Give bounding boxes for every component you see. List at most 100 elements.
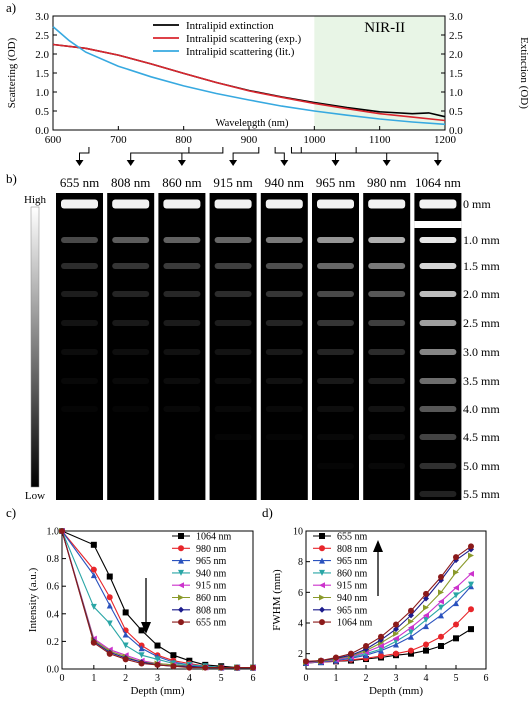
image-spot (368, 406, 406, 412)
image-spot (61, 237, 98, 243)
legend-marker (178, 557, 184, 564)
data-point (90, 603, 97, 610)
data-point (438, 604, 444, 611)
colorbar-low-label: Low (25, 490, 45, 502)
image-spot (265, 237, 303, 243)
image-spot (317, 349, 354, 355)
x-axis-label: Wavelength (nm) (216, 118, 289, 129)
data-point (154, 661, 161, 668)
data-point (333, 654, 339, 661)
image-spot (368, 349, 406, 355)
image-spot (214, 349, 252, 355)
legend-marker (178, 533, 184, 539)
data-point (393, 635, 399, 642)
data-point (90, 639, 97, 646)
image-spot (214, 320, 252, 326)
y-tick-label: 0.4 (47, 609, 60, 620)
data-point (348, 650, 354, 657)
legend-label: 1064 nm (337, 618, 373, 629)
image-spot (368, 291, 406, 297)
image-column-gap (414, 221, 462, 228)
image-spot (368, 378, 406, 384)
image-spot (265, 263, 303, 269)
image-spot (163, 263, 201, 269)
connector-arrowhead (382, 160, 391, 166)
colorbar-high-label: High (24, 194, 47, 206)
data-point (453, 584, 459, 591)
x-tick-label: 1100 (369, 134, 391, 146)
image-spot (419, 199, 457, 209)
image-spot (265, 291, 303, 297)
legend-label: 860 nm (337, 568, 368, 579)
wavelength-label: 860 nm (162, 175, 201, 190)
legend-marker (319, 594, 325, 601)
legend-label: Intralipid scattering (lit.) (186, 46, 295, 58)
y-axis-label: Intensity (a.u.) (27, 567, 39, 632)
image-spot (419, 434, 457, 440)
data-point (453, 621, 459, 628)
image-column (260, 193, 308, 500)
image-spot (419, 491, 457, 497)
data-point (318, 657, 324, 664)
panel-b-image-grid: 655 nm 808 nm 860 nm 915 nm 940 nm 965 nm 980 … (24, 175, 500, 502)
data-point (423, 616, 429, 623)
legend-marker (319, 582, 325, 589)
data-point (468, 552, 474, 559)
image-spot (61, 320, 98, 326)
data-point (138, 645, 145, 652)
depth-label: 5.5 mm (463, 487, 500, 501)
image-spot (317, 291, 354, 297)
data-point (138, 660, 145, 667)
image-spot (265, 320, 303, 326)
legend-marker (178, 569, 184, 576)
data-point (378, 633, 384, 640)
data-point (423, 623, 429, 630)
wavelength-label: 965 nm (316, 175, 355, 190)
wavelength-label: 808 nm (111, 175, 150, 190)
image-spot (368, 434, 406, 440)
image-column (312, 193, 359, 500)
image-spot (163, 320, 201, 326)
legend-marker (178, 619, 184, 626)
data-point (90, 566, 97, 573)
image-spot (112, 263, 150, 269)
data-point (408, 629, 414, 636)
data-point (59, 528, 65, 534)
connector-arrowhead (126, 160, 135, 166)
image-spot (214, 199, 252, 209)
x-axis-label: Depth (mm) (369, 685, 423, 697)
image-spot (317, 463, 354, 469)
y-tick-label-right: 0.5 (449, 106, 463, 118)
image-spot (419, 320, 457, 326)
data-point (170, 652, 177, 659)
data-point (423, 595, 429, 602)
data-point (106, 594, 113, 601)
data-point (438, 612, 444, 619)
data-point (393, 650, 399, 657)
data-point (408, 633, 414, 640)
connector-arrowhead (229, 160, 238, 166)
data-point (122, 631, 129, 638)
panel-label-a: a) (6, 0, 16, 15)
data-point (453, 554, 459, 561)
image-spot (61, 378, 98, 384)
image-spot (317, 237, 354, 243)
legend-marker (319, 545, 325, 552)
data-point (423, 604, 429, 611)
data-point (303, 658, 309, 665)
legend-label: 808 nm (337, 544, 368, 555)
data-point (453, 635, 459, 642)
image-column (363, 193, 411, 500)
image-spot (317, 406, 354, 412)
data-point (408, 612, 414, 619)
image-spot (112, 320, 150, 326)
legend-marker (319, 569, 325, 576)
image-spot (61, 291, 98, 297)
legend-marker (178, 594, 184, 601)
data-point (408, 647, 414, 654)
x-tick-label: 6 (251, 673, 256, 684)
image-column (107, 193, 155, 500)
connector-arrowhead (177, 160, 186, 166)
connector-line (290, 147, 336, 161)
